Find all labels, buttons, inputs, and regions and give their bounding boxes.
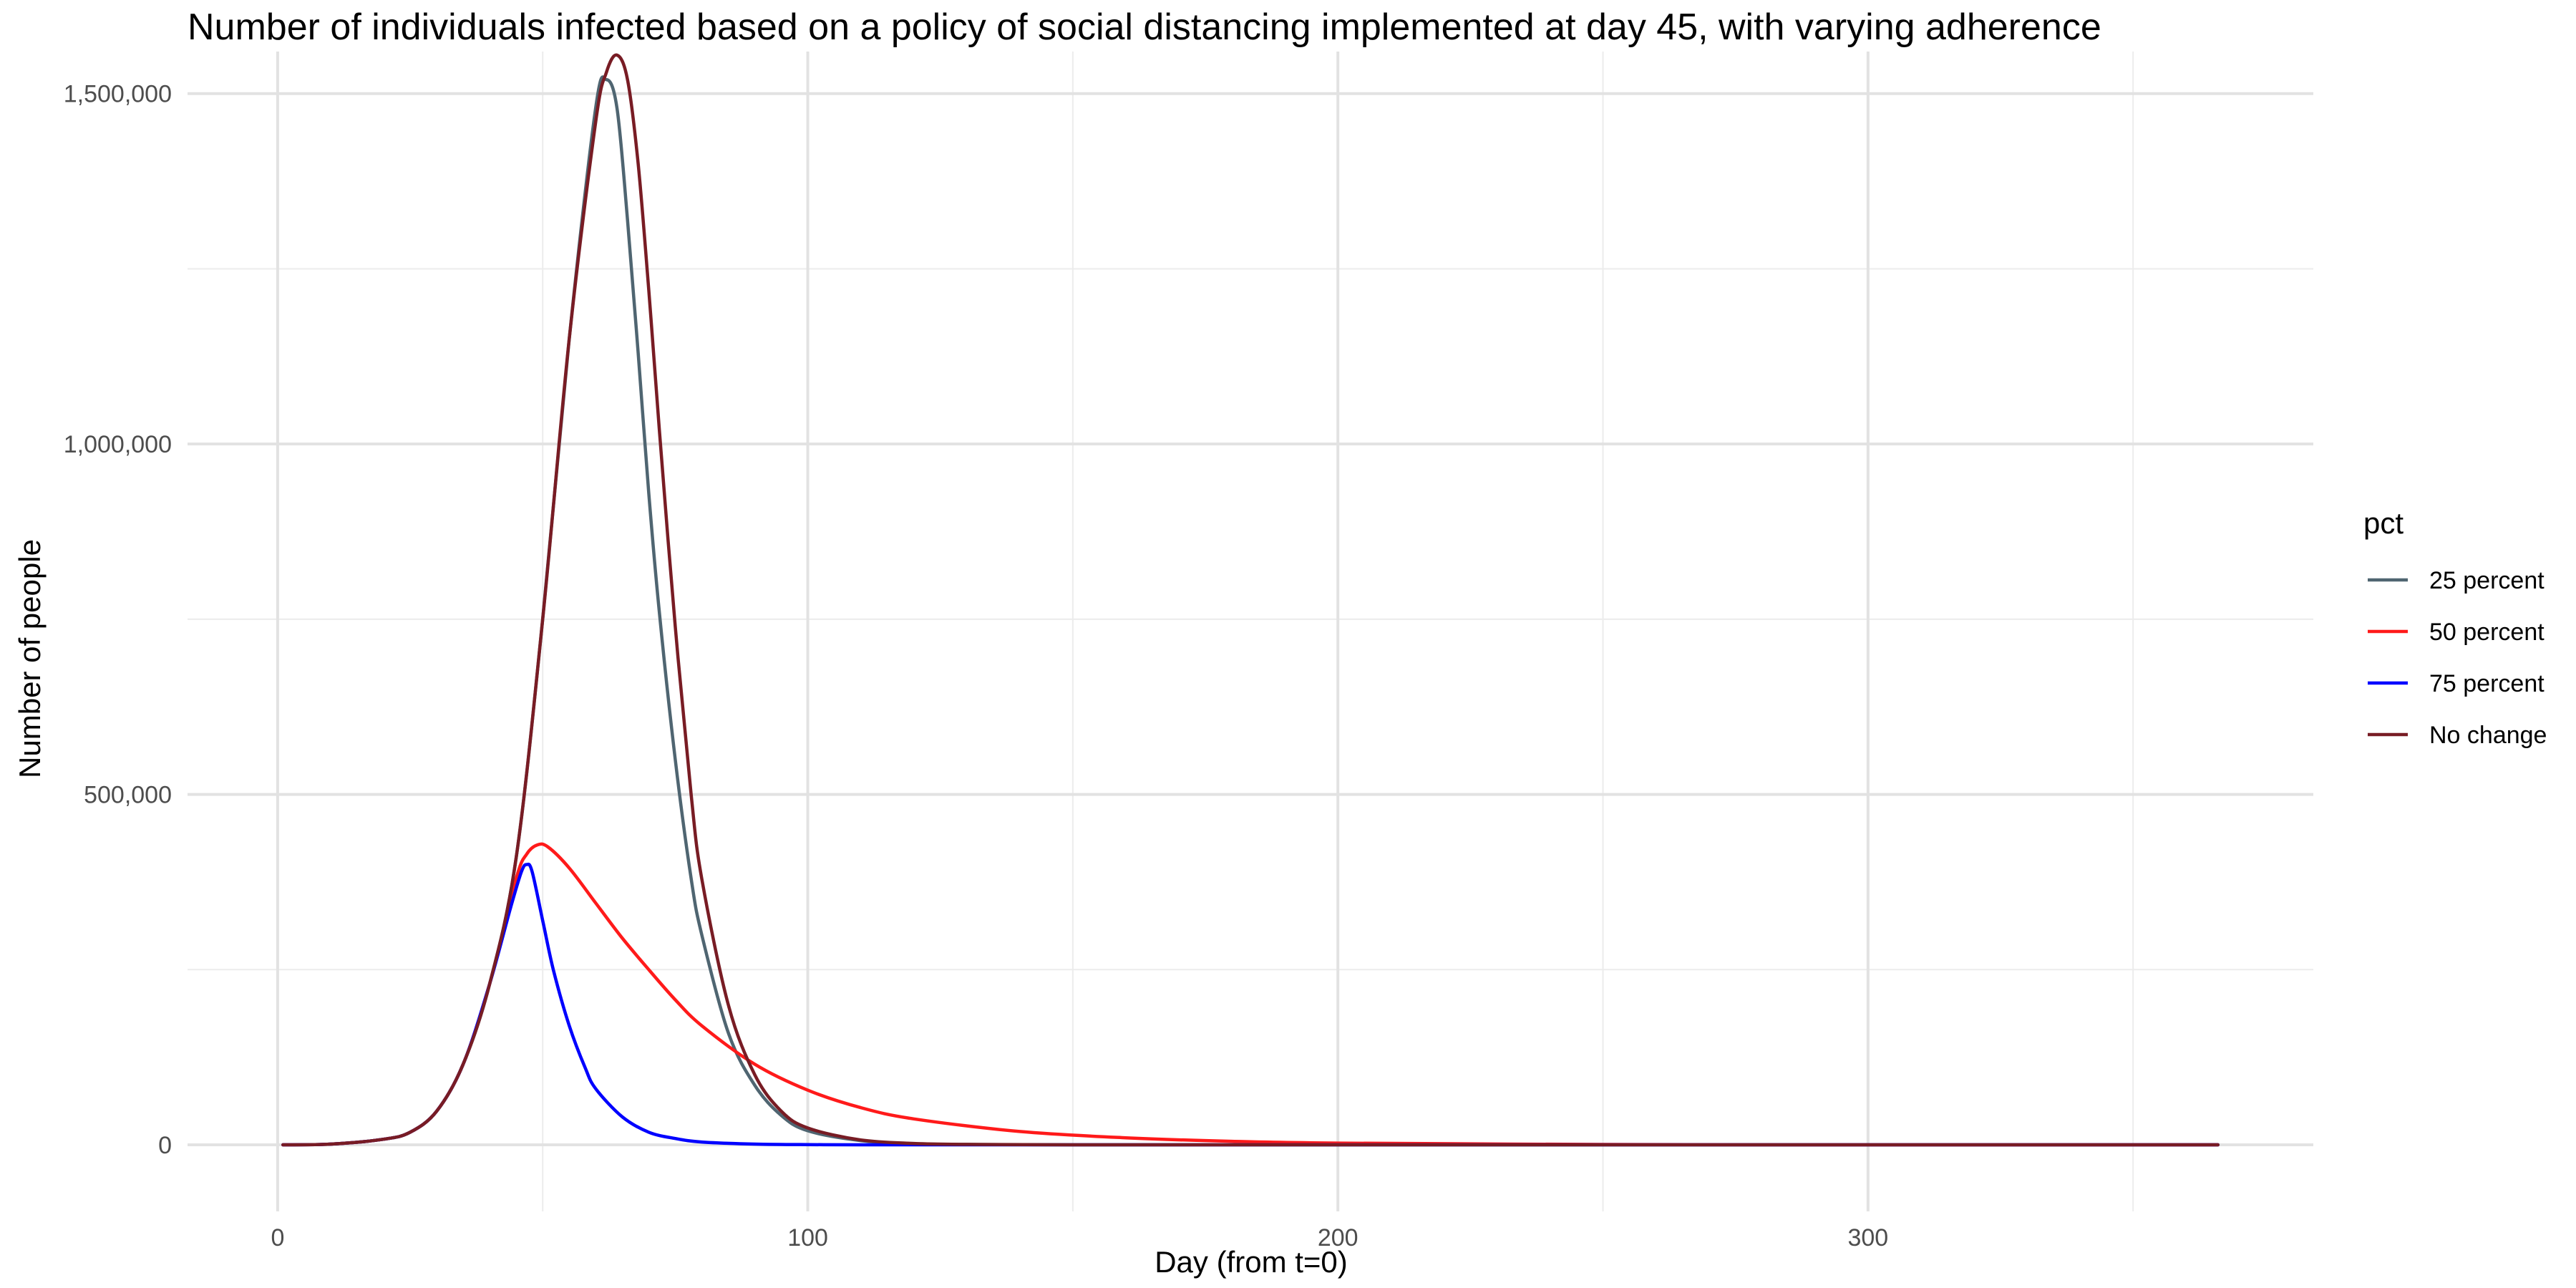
legend: pct 25 percent 50 percent 75 percent No cha… [2363,506,2547,749]
series-line-no-change [281,53,2220,1147]
series-line-50-percent [281,842,2220,1147]
series-lines [281,53,2220,1147]
series-line-25-percent [281,75,2220,1147]
grid-minor [188,52,2313,1211]
y-tick-labels: 0 500,000 1,000,000 1,500,000 [64,81,172,1159]
legend-label-no-change: No change [2429,722,2547,749]
x-tick-label: 100 [787,1224,828,1251]
y-tick-label: 1,000,000 [64,431,172,458]
legend-label-25-percent: 25 percent [2429,567,2545,594]
x-tick-labels: 0 100 200 300 [271,1224,1888,1251]
y-tick-label: 1,500,000 [64,81,172,108]
x-tick-label: 200 [1318,1224,1359,1251]
series-line-75-percent [281,862,2220,1147]
x-tick-label: 300 [1847,1224,1888,1251]
x-axis-title: Day (from t=0) [1155,1245,1348,1279]
y-axis-title: Number of people [13,539,47,778]
legend-title: pct [2363,506,2404,540]
chart-title: Number of individuals infected based on … [188,6,2101,48]
grid-major [188,52,2313,1211]
legend-label-50-percent: 50 percent [2429,619,2545,646]
y-tick-label: 500,000 [84,782,172,809]
legend-label-75-percent: 75 percent [2429,670,2545,697]
legend-items: 25 percent 50 percent 75 percent No change [2368,567,2547,749]
x-tick-label: 0 [271,1224,284,1251]
y-tick-label: 0 [158,1132,172,1159]
